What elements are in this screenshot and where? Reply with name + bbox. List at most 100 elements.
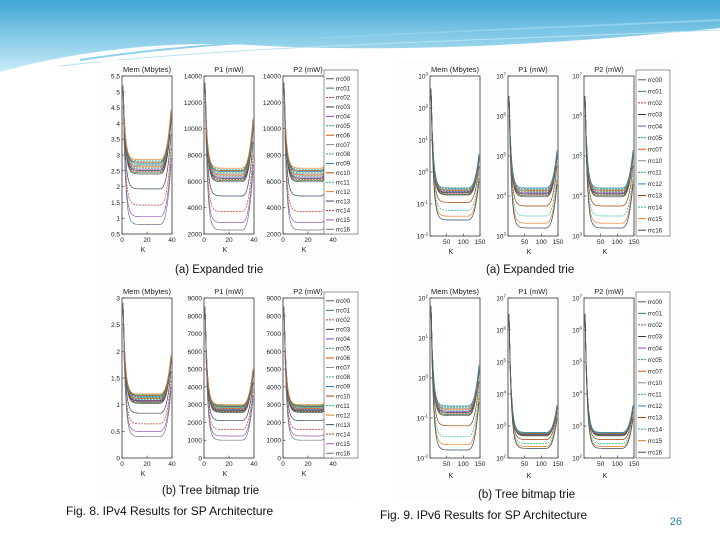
series-line-rrc14 bbox=[430, 305, 480, 438]
x-tick-label: 40 bbox=[250, 461, 258, 468]
series-line-rrc12 bbox=[508, 95, 558, 189]
chart-subtitle: (a) Expanded trie bbox=[175, 264, 263, 276]
x-tick-label: 0 bbox=[202, 237, 206, 244]
y-tick-label: 0.5 bbox=[111, 232, 120, 239]
series-line-rrc04 bbox=[122, 85, 172, 170]
legend-box bbox=[635, 291, 671, 459]
series-line-rrc06 bbox=[204, 82, 254, 176]
y-tick-label: 7000 bbox=[267, 331, 282, 338]
legend-label: rrc14 bbox=[648, 204, 663, 211]
x-axis-label: K bbox=[302, 247, 307, 254]
x-tick-label: 0 bbox=[120, 461, 124, 468]
series-line-rrc15 bbox=[430, 305, 480, 446]
fig8-expanded-trie-chart: Mem (Mbytes) 0.5 1 1.5 2 2.5 3 3.5 4 4.5 5 5.5 0 20 40… bbox=[111, 65, 359, 276]
plot-frame bbox=[429, 75, 481, 237]
y-tick-label: 102 bbox=[496, 454, 506, 463]
legend-label: rrc01 bbox=[648, 89, 663, 96]
y-tick-label: 1 bbox=[116, 216, 120, 223]
y-tick-label: 6000 bbox=[267, 179, 282, 186]
series-line-rrc14 bbox=[122, 303, 172, 425]
y-tick-label: 6000 bbox=[188, 349, 203, 356]
series-line-rrc11 bbox=[508, 313, 558, 434]
legend-box bbox=[635, 69, 671, 237]
x-axis-label: K bbox=[449, 249, 454, 256]
series-line-rrc01 bbox=[584, 95, 634, 197]
y-tick-label: 105 bbox=[572, 358, 582, 367]
series-line-rrc14 bbox=[204, 306, 254, 430]
x-axis-label: K bbox=[603, 249, 608, 256]
panel-0: Mem (Mbytes) 10-2 10-1 100 101 102 103 50 100 150… bbox=[417, 65, 486, 256]
series-line-rrc14 bbox=[584, 313, 634, 444]
series-line-rrc10 bbox=[122, 303, 172, 396]
series-line-rrc08 bbox=[283, 306, 333, 408]
series-line-rrc14 bbox=[204, 82, 254, 212]
panel-title: P2 (mW) bbox=[594, 65, 624, 74]
y-tick-label: 104 bbox=[572, 192, 582, 201]
series-line-rrc14 bbox=[508, 313, 558, 444]
series-line-rrc13 bbox=[508, 95, 558, 207]
plot-frame bbox=[203, 75, 255, 235]
series-line-rrc00 bbox=[204, 82, 254, 183]
series-line-rrc16 bbox=[508, 313, 558, 449]
chart-subtitle: (b) Tree bitmap trie bbox=[478, 489, 575, 501]
x-tick-label: 50 bbox=[597, 461, 605, 468]
legend-label: rrc00 bbox=[336, 76, 351, 83]
panel-title: P1 (mW) bbox=[214, 65, 244, 74]
y-tick-label: 14000 bbox=[263, 74, 281, 81]
y-tick-label: 2.5 bbox=[111, 322, 120, 329]
series-line-rrc16 bbox=[122, 85, 172, 225]
series-line-rrc13 bbox=[430, 305, 480, 427]
x-tick-label: 100 bbox=[612, 461, 623, 468]
legend-label: rrc13 bbox=[648, 193, 663, 200]
legend-label: rrc16 bbox=[336, 226, 351, 233]
y-tick-label: 12000 bbox=[263, 100, 281, 107]
legend-label: rrc09 bbox=[336, 161, 351, 168]
x-tick-label: 0 bbox=[120, 237, 124, 244]
panel-title: P2 (mW) bbox=[293, 65, 323, 74]
y-tick-label: 102 bbox=[418, 294, 428, 303]
series-line-rrc00 bbox=[122, 85, 172, 175]
series-line-rrc00 bbox=[584, 95, 634, 198]
x-tick-label: 40 bbox=[168, 461, 176, 468]
series-line-rrc11 bbox=[204, 82, 254, 170]
header-swoosh-thin bbox=[59, 29, 720, 67]
x-axis-label: K bbox=[527, 249, 532, 256]
panel-1: P1 (mW) 0 1000 2000 3000 4000 5000 6000 7000 8000… bbox=[188, 287, 258, 478]
y-tick-label: 3000 bbox=[188, 402, 203, 409]
legend-label: rrc05 bbox=[648, 357, 663, 364]
legend-label: rrc01 bbox=[336, 85, 351, 92]
x-tick-label: 150 bbox=[475, 239, 486, 246]
y-tick-label: 100 bbox=[418, 168, 428, 177]
x-tick-label: 50 bbox=[597, 239, 605, 246]
legend-label: rrc10 bbox=[336, 393, 351, 400]
fig9-caption: Fig. 9. IPv6 Results for SP Architecture bbox=[380, 508, 588, 522]
y-tick-label: 5.5 bbox=[111, 74, 120, 81]
y-tick-label: 4.5 bbox=[111, 105, 120, 112]
y-tick-label: 2.5 bbox=[111, 168, 120, 175]
series-line-rrc08 bbox=[122, 303, 172, 398]
series-line-rrc10 bbox=[508, 95, 558, 191]
legend: rrc00 rrc01 rrc02 rrc03 rrc04 rrc05 rrc07 rrc10… bbox=[635, 291, 671, 459]
legend-label: rrc14 bbox=[648, 426, 663, 433]
legend-label: rrc03 bbox=[648, 334, 663, 341]
y-tick-label: 8000 bbox=[188, 153, 203, 160]
y-tick-label: 10-2 bbox=[417, 454, 429, 463]
fig9-expanded-trie-chart: Mem (Mbytes) 10-2 10-1 100 101 102 103 50 100 150… bbox=[417, 65, 671, 276]
legend-label: rrc04 bbox=[648, 345, 663, 352]
x-tick-label: 50 bbox=[443, 461, 451, 468]
series-line-rrc03 bbox=[122, 303, 172, 402]
panel-title: Mem (Mbytes) bbox=[431, 287, 479, 296]
legend-label: rrc00 bbox=[336, 298, 351, 305]
y-tick-label: 7000 bbox=[188, 331, 203, 338]
series-line-rrc12 bbox=[204, 82, 254, 169]
fig8-caption: Fig. 8. IPv4 Results for SP Architecture bbox=[66, 504, 274, 518]
series-line-rrc02 bbox=[283, 82, 333, 180]
x-axis-label: K bbox=[449, 473, 454, 480]
y-tick-label: 2 bbox=[116, 349, 120, 356]
series-line-rrc15 bbox=[508, 313, 558, 447]
x-tick-label: 40 bbox=[329, 237, 337, 244]
y-tick-label: 0.5 bbox=[111, 429, 120, 436]
series-line-rrc13 bbox=[122, 303, 172, 414]
series-line-rrc07 bbox=[204, 82, 254, 175]
series-line-rrc16 bbox=[204, 306, 254, 441]
